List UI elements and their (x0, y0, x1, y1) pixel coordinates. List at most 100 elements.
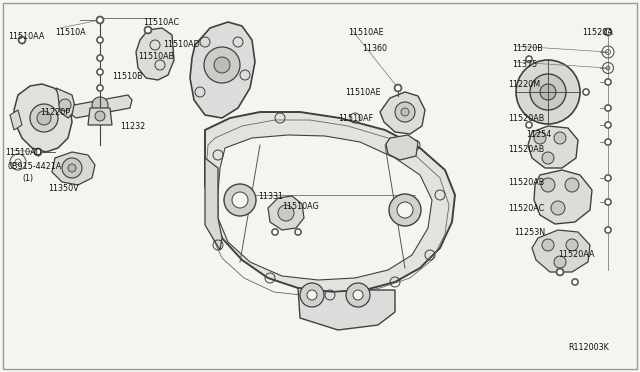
Circle shape (278, 205, 294, 221)
Circle shape (59, 99, 71, 111)
Circle shape (541, 178, 555, 192)
Text: 0B915-4421A: 0B915-4421A (8, 162, 62, 171)
Circle shape (397, 202, 413, 218)
Circle shape (62, 158, 82, 178)
Circle shape (527, 58, 531, 61)
Circle shape (572, 279, 579, 285)
Circle shape (18, 36, 26, 44)
Circle shape (584, 90, 588, 94)
Text: 11510AF: 11510AF (338, 114, 373, 123)
Text: 11254: 11254 (526, 130, 551, 139)
Text: 11220M: 11220M (508, 80, 540, 89)
Circle shape (346, 283, 370, 307)
Circle shape (96, 16, 104, 24)
Circle shape (97, 55, 104, 61)
Text: 11510AE: 11510AE (345, 88, 381, 97)
Text: 11520AB: 11520AB (508, 114, 544, 123)
Text: (1): (1) (22, 174, 33, 183)
Circle shape (605, 138, 611, 145)
Circle shape (204, 47, 240, 83)
Circle shape (144, 26, 152, 34)
Polygon shape (532, 230, 590, 272)
Circle shape (605, 105, 611, 112)
Polygon shape (218, 135, 432, 280)
Circle shape (99, 70, 102, 74)
Circle shape (582, 89, 589, 96)
Polygon shape (190, 22, 255, 118)
Circle shape (214, 57, 230, 73)
Polygon shape (386, 135, 418, 160)
Circle shape (554, 256, 566, 268)
Circle shape (534, 132, 546, 144)
Circle shape (542, 239, 554, 251)
Circle shape (516, 60, 580, 124)
Text: 11520AA: 11520AA (558, 250, 595, 259)
Circle shape (232, 192, 248, 208)
Text: 11520B: 11520B (512, 44, 543, 53)
Circle shape (556, 268, 564, 276)
Text: 11350V: 11350V (48, 184, 79, 193)
Circle shape (68, 164, 76, 172)
Circle shape (97, 84, 104, 92)
Circle shape (605, 199, 611, 205)
Text: 11510AE: 11510AE (348, 28, 383, 37)
Text: 11510AB: 11510AB (138, 52, 174, 61)
Polygon shape (10, 110, 22, 130)
Text: 11375: 11375 (512, 60, 537, 69)
Polygon shape (534, 170, 592, 224)
Circle shape (273, 230, 276, 234)
Polygon shape (136, 28, 174, 80)
Circle shape (525, 121, 532, 128)
Circle shape (607, 124, 609, 126)
Text: R112003K: R112003K (568, 343, 609, 352)
Circle shape (606, 30, 610, 34)
Text: 11232: 11232 (120, 122, 145, 131)
Polygon shape (268, 196, 304, 230)
Circle shape (558, 270, 562, 274)
Circle shape (34, 148, 42, 156)
Circle shape (396, 86, 400, 90)
Polygon shape (88, 108, 112, 125)
Circle shape (607, 201, 609, 203)
Circle shape (92, 97, 108, 113)
Text: 11510AD: 11510AD (163, 40, 200, 49)
Circle shape (527, 124, 531, 126)
Circle shape (605, 227, 611, 234)
Text: 11510AD: 11510AD (5, 148, 42, 157)
Polygon shape (205, 112, 455, 292)
Circle shape (605, 174, 611, 182)
Circle shape (607, 106, 609, 110)
Polygon shape (298, 288, 395, 330)
Circle shape (605, 78, 611, 86)
Polygon shape (205, 158, 222, 250)
Circle shape (551, 201, 565, 215)
Circle shape (607, 228, 609, 232)
Circle shape (540, 84, 556, 100)
Circle shape (607, 140, 609, 144)
Text: 11220P: 11220P (40, 108, 70, 117)
Circle shape (97, 68, 104, 76)
Text: 11520A: 11520A (582, 28, 612, 37)
Circle shape (307, 290, 317, 300)
Circle shape (95, 111, 105, 121)
Circle shape (296, 230, 300, 234)
Circle shape (401, 108, 409, 116)
Polygon shape (380, 92, 425, 134)
Text: 11510B: 11510B (112, 72, 143, 81)
Text: 11360: 11360 (362, 44, 387, 53)
Text: 11520AC: 11520AC (508, 204, 544, 213)
Circle shape (37, 111, 51, 125)
Circle shape (607, 176, 609, 180)
Circle shape (97, 36, 104, 44)
Circle shape (566, 239, 578, 251)
Circle shape (99, 38, 102, 42)
Circle shape (98, 18, 102, 22)
Circle shape (394, 84, 402, 92)
Text: 11510A: 11510A (55, 28, 86, 37)
Circle shape (30, 104, 58, 132)
Circle shape (146, 28, 150, 32)
Circle shape (542, 152, 554, 164)
Circle shape (300, 283, 324, 307)
Text: 11520AB: 11520AB (508, 178, 544, 187)
Circle shape (294, 228, 301, 235)
